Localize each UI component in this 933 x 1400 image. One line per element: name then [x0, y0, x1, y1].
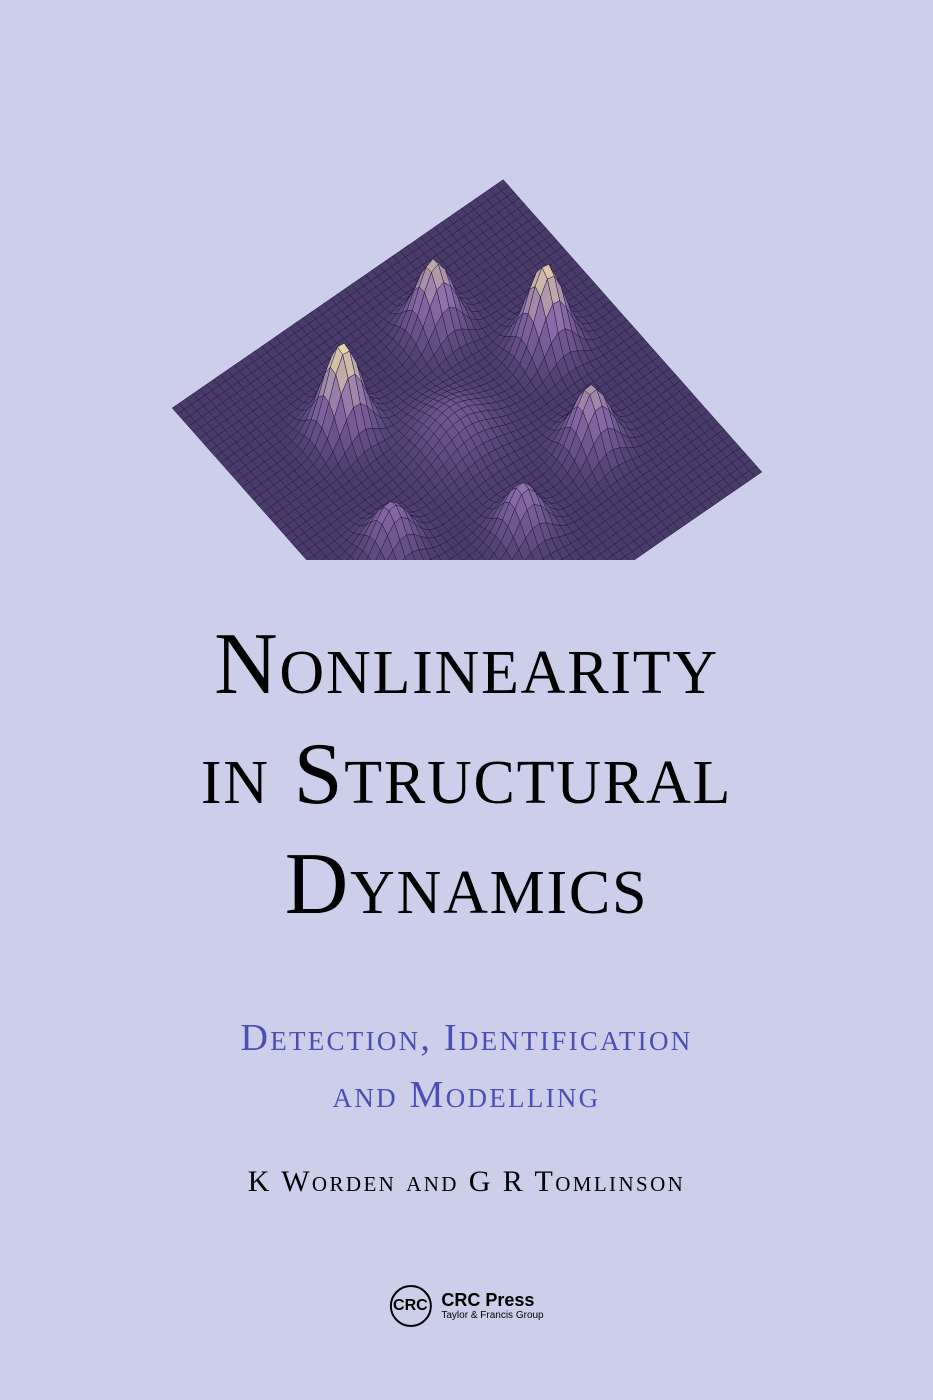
surface-plot — [57, 40, 877, 560]
book-subtitle: Detection, Identification and Modelling — [0, 1010, 933, 1124]
subtitle-line-1: Detection, Identification — [0, 1010, 933, 1067]
title-line-1: Nonlinearity — [0, 610, 933, 720]
crc-logo-icon: CRC — [389, 1285, 431, 1327]
publisher-block: CRC CRC Press Taylor & Francis Group — [389, 1285, 543, 1327]
subtitle-line-2: and Modelling — [0, 1067, 933, 1124]
title-line-2: in Structural — [0, 720, 933, 830]
authors: K Worden and G R Tomlinson — [0, 1165, 933, 1199]
book-title: Nonlinearity in Structural Dynamics — [0, 610, 933, 940]
title-line-3: Dynamics — [0, 830, 933, 940]
publisher-tagline: Taylor & Francis Group — [441, 1310, 543, 1321]
publisher-name: CRC Press — [441, 1291, 543, 1311]
